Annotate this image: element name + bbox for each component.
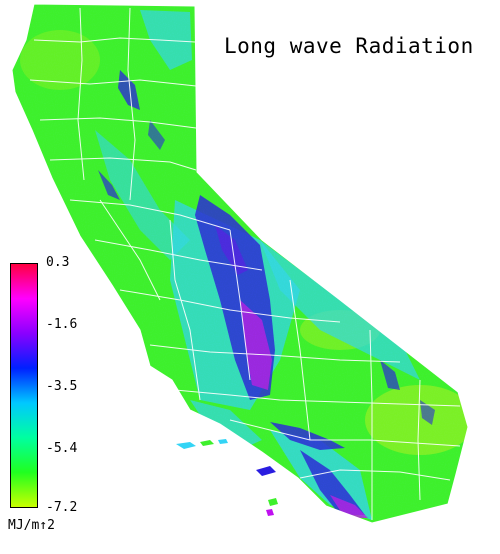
county-borders <box>29 7 461 520</box>
color-scale-bar <box>10 263 38 508</box>
color-scale-tick-label: -5.4 <box>46 441 78 457</box>
color-scale-unit: MJ/m↑2 <box>8 518 55 533</box>
color-scale-tick-label: -3.5 <box>46 379 78 395</box>
channel-islands <box>176 439 278 516</box>
color-scale-tick-label: 0.3 <box>46 255 70 270</box>
map-title: Long wave Radiation <box>224 34 474 58</box>
color-scale-tick-label: -7.2 <box>46 500 78 515</box>
color-scale-tick-label: -1.6 <box>46 317 78 333</box>
